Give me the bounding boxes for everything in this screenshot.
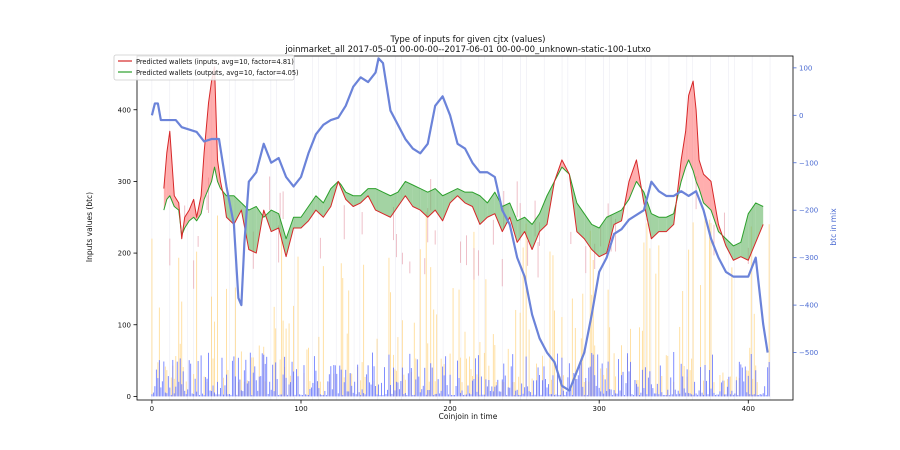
chart-title: Type of inputs for given cjtx (values)	[390, 35, 546, 45]
outputs-excess-fill	[524, 217, 533, 250]
inputs-excess-fill	[189, 199, 194, 221]
y-tick-label: 300	[118, 178, 131, 186]
outputs-excess-fill	[248, 206, 257, 254]
outputs-excess-fill	[487, 192, 495, 218]
inputs-excess-fill	[184, 210, 190, 228]
inputs-excess-fill	[681, 131, 686, 182]
outputs-excess-fill	[532, 213, 540, 250]
outputs-excess-fill	[591, 224, 600, 257]
outputs-excess-fill	[293, 217, 301, 228]
outputs-excess-fill	[345, 192, 354, 207]
plot-area: 0 100 200 300 400 0 100 200 300 400 100 0 −100 −200 −3…	[118, 55, 818, 413]
outputs-excess-fill	[278, 213, 287, 257]
x-tick-label: 0	[150, 405, 154, 413]
chart-subtitle: joinmarket_all 2017-05-01 00-00-00--2017…	[284, 45, 651, 55]
btc-in-mix-line	[150, 57, 769, 392]
outputs-excess-fill	[383, 192, 391, 218]
inputs-excess-fill	[204, 102, 209, 200]
outputs-excess-fill	[457, 188, 465, 203]
outputs-excess-fill	[666, 213, 674, 232]
inputs-excess-fill	[703, 174, 711, 211]
outputs-excess-fill	[308, 195, 316, 221]
y2-tick-label: 0	[799, 112, 803, 120]
y-tick-label: 100	[118, 321, 131, 329]
y2-tick-label: −400	[799, 302, 818, 310]
y2-tick-label: −200	[799, 207, 818, 215]
inputs-excess-fill	[211, 66, 215, 182]
y2-axis-label: btc in mix	[829, 208, 838, 246]
outputs-excess-fill	[390, 192, 398, 218]
inputs-excess-fill	[688, 81, 694, 171]
outputs-excess-fill	[509, 202, 518, 243]
x-tick-label: 300	[592, 405, 605, 413]
outputs-excess-fill	[233, 195, 242, 225]
outputs-excess-fill	[614, 210, 622, 225]
x-tick-label: 200	[443, 405, 456, 413]
outputs-excess-fill	[427, 188, 436, 218]
legend: Predicted wallets (inputs, avg=10, facto…	[113, 54, 299, 81]
outputs-excess-fill	[733, 242, 741, 261]
outputs-excess-fill	[740, 213, 749, 261]
outputs-excess-fill	[599, 217, 607, 257]
y2-tick-label: −300	[799, 254, 818, 262]
inputs-series-line	[163, 66, 764, 261]
outputs-excess-fill	[472, 192, 480, 225]
x-axis-label: Coinjoin in time	[439, 412, 498, 421]
outputs-excess-fill	[323, 188, 331, 218]
x-tick-label: 400	[742, 405, 755, 413]
outputs-excess-fill	[405, 181, 413, 207]
legend-label-outputs: Predicted wallets (outputs, avg=10, fact…	[136, 69, 299, 77]
outputs-excess-fill	[286, 217, 294, 257]
outputs-excess-fill	[412, 185, 421, 211]
inputs-excess-fill	[174, 195, 179, 211]
outputs-excess-fill	[420, 188, 428, 218]
outputs-excess-fill	[375, 188, 383, 214]
inputs-excess-fill	[685, 95, 689, 168]
inputs-excess-fill	[699, 159, 704, 203]
y2-tick-label: −100	[799, 159, 818, 167]
y2-tick-label: 100	[799, 64, 812, 72]
outputs-excess-fill	[658, 217, 667, 232]
legend-box	[113, 54, 295, 81]
outputs-excess-fill	[494, 192, 503, 232]
axes-frame	[136, 55, 794, 401]
x-tick-label: 100	[294, 405, 307, 413]
y-tick-label: 0	[127, 393, 131, 401]
outputs-excess-fill	[450, 188, 458, 203]
outputs-excess-fill	[271, 210, 279, 232]
inputs-excess-fill	[629, 159, 637, 200]
outputs-excess-fill	[539, 195, 547, 232]
y2-tick-label: −500	[799, 349, 818, 357]
outputs-excess-fill	[755, 202, 764, 243]
y-tick-label: 400	[118, 106, 131, 114]
inputs-excess-fill	[208, 81, 212, 189]
outputs-excess-fill	[360, 188, 369, 203]
outputs-excess-fill	[576, 202, 585, 239]
outputs-excess-fill	[517, 217, 525, 243]
outputs-excess-fill	[584, 213, 592, 250]
outputs-excess-fill	[479, 195, 488, 225]
outputs-excess-fill	[651, 213, 659, 239]
outputs-excess-fill	[606, 213, 615, 254]
legend-label-inputs: Predicted wallets (inputs, avg=10, facto…	[136, 58, 294, 66]
outputs-excess-fill	[465, 192, 473, 207]
outputs-excess-fill	[368, 188, 376, 211]
y-axis-label: Inputs values (btc)	[85, 192, 94, 262]
outputs-excess-fill	[442, 192, 451, 221]
outputs-excess-fill	[397, 181, 406, 207]
outputs-series-line	[163, 159, 764, 247]
y-tick-label: 200	[118, 250, 131, 258]
